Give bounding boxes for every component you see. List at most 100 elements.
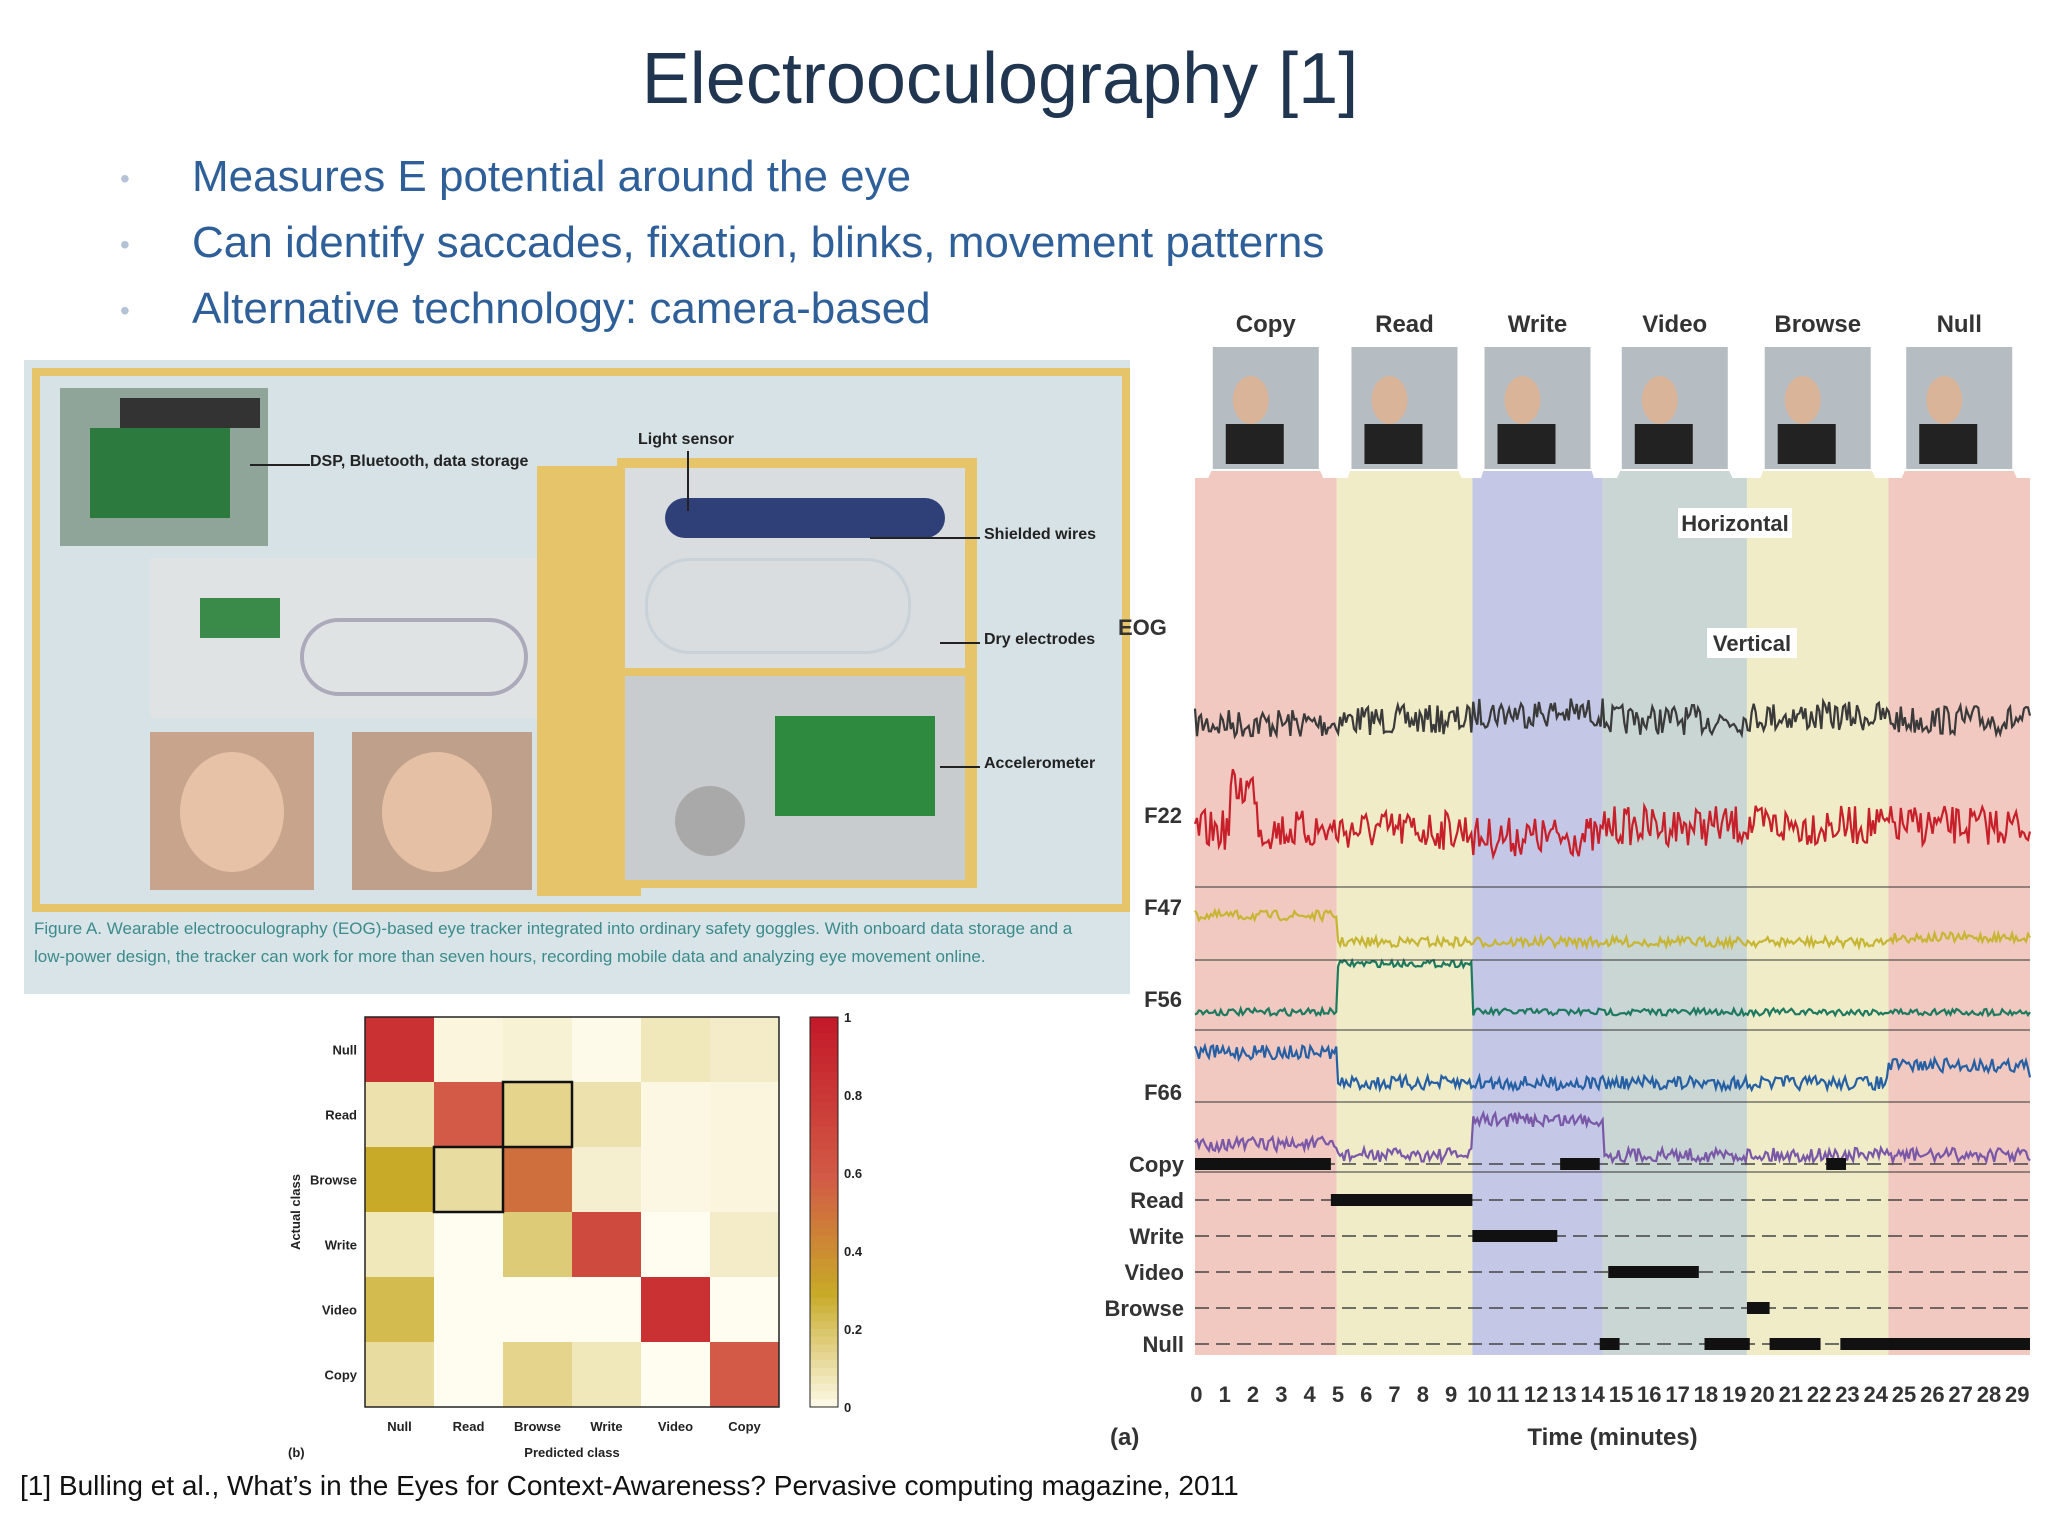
x-tick-label: 17	[1665, 1382, 1689, 1407]
recognized-interval-bar	[1195, 1158, 1331, 1170]
heatmap-cell	[641, 1082, 710, 1147]
wires-callout-line	[870, 537, 980, 539]
reference-footnote: [1] Bulling et al., What’s in the Eyes f…	[20, 1470, 1239, 1501]
heatmap-cell	[572, 1017, 641, 1082]
light-sensor-callout-line	[687, 451, 689, 511]
x-tick-label: 22	[1807, 1382, 1831, 1407]
colorbar-segment	[810, 1165, 838, 1174]
colorbar-tick-label: 1	[844, 1010, 851, 1025]
colorbar-segment	[810, 1173, 838, 1182]
colorbar-segment	[810, 1336, 838, 1346]
recognized-interval-bar	[1826, 1158, 1847, 1170]
activity-photo-person-body	[1225, 424, 1284, 464]
heatmap-cell	[710, 1342, 779, 1407]
callout-light-sensor: Light sensor	[638, 431, 735, 448]
slide-title: Electrooculography [1]	[641, 39, 1359, 119]
x-tick-label: 18	[1694, 1382, 1718, 1407]
colorbar-tick-label: 0.4	[844, 1244, 863, 1259]
recognized-interval-bar	[1704, 1338, 1750, 1350]
accelerometer-photo	[625, 676, 965, 880]
colorbar-segment	[810, 1219, 838, 1229]
recognized-interval-bar	[1560, 1158, 1600, 1170]
heatmap-col-label: Browse	[514, 1419, 561, 1434]
bullet-dot-icon: •	[120, 163, 130, 195]
heatmap-cell	[503, 1277, 572, 1342]
heatmap-cell	[434, 1212, 503, 1277]
x-tick-label: 6	[1360, 1382, 1372, 1407]
colorbar-segment	[810, 1212, 838, 1221]
heatmap-row-label: Null	[332, 1043, 357, 1058]
recognized-interval-bar	[1330, 1194, 1473, 1206]
x-tick-label: 27	[1948, 1382, 1972, 1407]
signal-line	[1194, 1109, 2031, 1167]
heatmap-cell	[641, 1342, 710, 1407]
heatmap-cell	[365, 1082, 434, 1147]
colorbar-segment	[810, 1266, 838, 1275]
x-tick-label: 2	[1247, 1382, 1259, 1407]
heatmap-col-label: Video	[658, 1419, 693, 1434]
heatmap-cell	[503, 1212, 572, 1277]
colorbar-segment	[810, 1313, 838, 1322]
heatmap-cell	[572, 1082, 641, 1147]
colorbar-tick-label: 0.2	[844, 1322, 862, 1337]
recognized-row-label: Read	[1130, 1188, 1184, 1213]
activity-band	[1472, 478, 1603, 1355]
x-tick-label: 1	[1219, 1382, 1231, 1407]
callout-accelerometer: Accelerometer	[984, 755, 1096, 772]
x-tick-label: 5	[1332, 1382, 1344, 1407]
colorbar-segment	[810, 1235, 838, 1244]
x-tick-label: 19	[1722, 1382, 1746, 1407]
heatmap-highlight	[501, 1080, 574, 1149]
activity-name: Copy	[1236, 311, 1297, 338]
activity-photo-person	[1641, 376, 1678, 424]
heatmap-col-label: Null	[387, 1419, 412, 1434]
colorbar-segment	[810, 1071, 838, 1080]
eog-timeseries-chart: Copy Read Write Video Browse Null EOG Horizonta…	[1105, 311, 2032, 1451]
colorbar-segment	[810, 1399, 838, 1408]
activity-band-connector	[1195, 470, 1337, 508]
colorbar-tick-label: 0.6	[844, 1166, 862, 1181]
colorbar-segment	[810, 1282, 838, 1291]
colorbar-segment	[810, 1188, 838, 1197]
colorbar-segment	[810, 1243, 838, 1252]
bullet-text: Measures E potential around the eye	[192, 152, 912, 201]
heatmap-col-label: Read	[453, 1419, 485, 1434]
signal-line	[1194, 957, 2031, 1019]
heatmap-cell	[434, 1277, 503, 1342]
activity-band	[1336, 478, 1473, 1355]
series-label-horizontal: Horizontal	[1681, 511, 1789, 536]
colorbar-segment	[810, 1040, 838, 1049]
x-tick-label: 16	[1637, 1382, 1661, 1407]
x-tick-label: 0	[1190, 1382, 1202, 1407]
colorbar-segment	[810, 1102, 838, 1112]
heatmap-cell	[434, 1082, 503, 1147]
signal-line	[1193, 768, 2032, 861]
activity-photo-person-body	[1364, 424, 1423, 464]
x-tick-label: 13	[1552, 1382, 1576, 1407]
x-tick-label: 11	[1496, 1382, 1519, 1407]
heatmap-cell	[503, 1017, 572, 1082]
recognized-interval-bar	[1472, 1230, 1558, 1242]
callout-dsp: DSP, Bluetooth, data storage	[310, 453, 529, 470]
figure-a-caption: Figure A. Wearable electrooculography (E…	[34, 919, 1073, 966]
colorbar-segment	[810, 1095, 838, 1104]
colorbar-segment	[810, 1344, 838, 1353]
heatmap-row-label: Video	[322, 1303, 357, 1318]
activity-band-connector	[1472, 470, 1603, 508]
colorbar-segment	[810, 1149, 838, 1158]
heatmap-col-label: Write	[590, 1419, 622, 1434]
recognized-interval-bar	[1599, 1338, 1620, 1350]
heatmap-panel-label: (b)	[288, 1445, 305, 1460]
heatmap-cell	[710, 1147, 779, 1212]
heatmap-cell	[710, 1212, 779, 1277]
x-tick-label: 24	[1863, 1382, 1888, 1407]
activity-band	[1602, 478, 1747, 1355]
heatmap-cell	[641, 1277, 710, 1342]
bullet-3: • Alternative technology: camera-based	[120, 284, 931, 334]
circuit-board-photo	[60, 388, 268, 546]
bullet-2: • Can identify saccades, fixation, blinks…	[120, 218, 1324, 268]
bullet-dot-icon: •	[120, 295, 130, 327]
activity-band-connector	[1746, 470, 1889, 508]
activity-name: Null	[1937, 311, 1982, 338]
heatmap-cell	[434, 1017, 503, 1082]
